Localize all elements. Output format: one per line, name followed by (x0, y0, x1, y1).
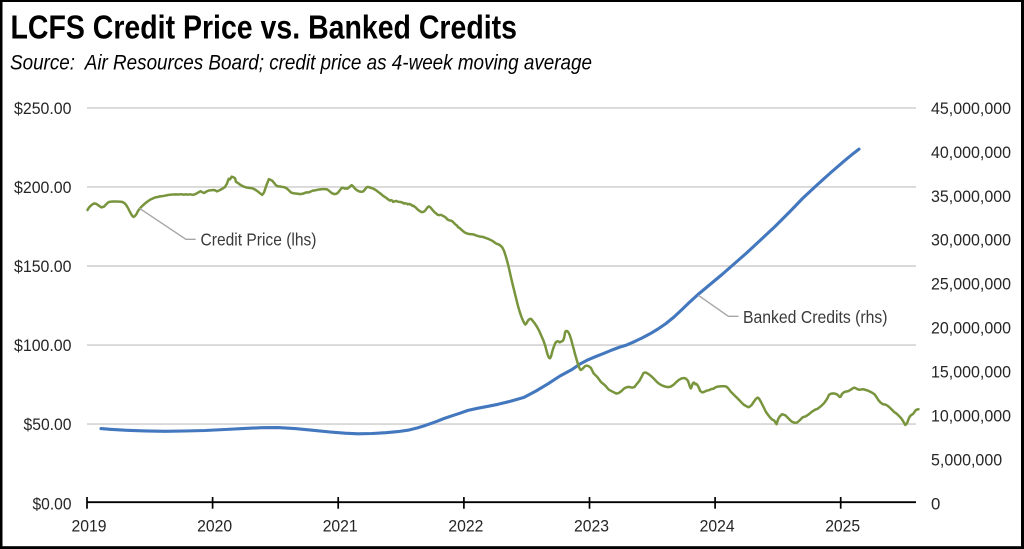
svg-text:2023: 2023 (574, 517, 609, 536)
svg-text:30,000,000: 30,000,000 (931, 231, 1011, 250)
svg-text:2024: 2024 (700, 517, 735, 536)
svg-text:0: 0 (931, 494, 940, 513)
svg-text:$50.00: $50.00 (24, 415, 72, 434)
svg-text:10,000,000: 10,000,000 (931, 406, 1011, 425)
svg-text:2020: 2020 (197, 517, 232, 536)
svg-text:$200.00: $200.00 (14, 178, 72, 197)
svg-text:5,000,000: 5,000,000 (931, 450, 1002, 469)
svg-text:2021: 2021 (323, 517, 358, 536)
svg-text:Source: Air Resources Board;: Source: Air Resources Board; credit pric… (10, 50, 592, 74)
svg-text:$0.00: $0.00 (33, 494, 72, 513)
svg-text:$250.00: $250.00 (14, 99, 72, 118)
svg-text:2022: 2022 (448, 517, 483, 536)
svg-text:20,000,000: 20,000,000 (931, 319, 1011, 338)
svg-text:25,000,000: 25,000,000 (931, 275, 1011, 294)
svg-text:45,000,000: 45,000,000 (931, 99, 1011, 118)
svg-text:$150.00: $150.00 (14, 257, 72, 276)
svg-text:2025: 2025 (825, 517, 860, 536)
svg-text:$100.00: $100.00 (14, 336, 72, 355)
svg-text:15,000,000: 15,000,000 (931, 363, 1011, 382)
svg-text:Banked Credits (rhs): Banked Credits (rhs) (743, 307, 888, 327)
svg-text:40,000,000: 40,000,000 (931, 143, 1011, 162)
svg-text:35,000,000: 35,000,000 (931, 187, 1011, 206)
svg-text:Credit Price (lhs): Credit Price (lhs) (201, 230, 317, 250)
svg-text:LCFS Credit Price vs. Banked C: LCFS Credit Price vs. Banked Credits (11, 10, 518, 47)
svg-text:2019: 2019 (72, 517, 107, 536)
